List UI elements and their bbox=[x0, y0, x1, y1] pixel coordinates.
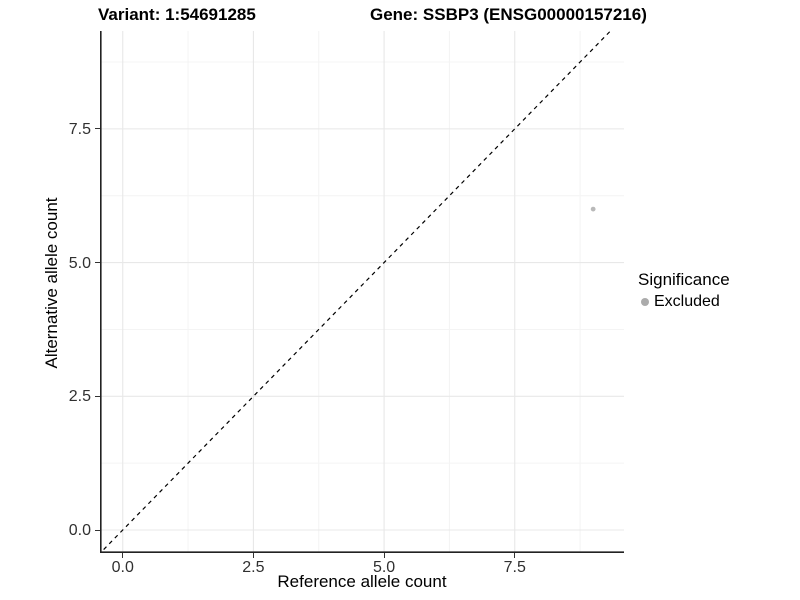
y-tick-mark bbox=[95, 262, 100, 264]
legend: Significance Excluded bbox=[638, 270, 730, 311]
y-tick-label: 2.5 bbox=[68, 388, 91, 406]
data-point bbox=[590, 206, 596, 212]
y-tick-label: 0.0 bbox=[68, 522, 91, 539]
legend-title: Significance bbox=[638, 270, 730, 289]
legend-point-icon bbox=[641, 298, 649, 306]
plot-panel bbox=[100, 31, 624, 553]
legend-entry-excluded: Excluded bbox=[638, 293, 730, 311]
x-tick-label: 2.5 bbox=[242, 559, 265, 576]
x-tick-mark bbox=[122, 553, 124, 558]
y-tick-label: 5.0 bbox=[68, 254, 91, 272]
y-tick-mark bbox=[95, 529, 100, 531]
x-tick-label: 5.0 bbox=[372, 559, 396, 576]
y-tick-mark bbox=[95, 128, 100, 130]
plot-title-variant: Variant: 1:54691285 bbox=[98, 5, 256, 24]
y-tick-mark bbox=[95, 395, 100, 397]
y-tick-label: 7.5 bbox=[68, 120, 91, 138]
x-tick-label: 7.5 bbox=[503, 559, 526, 576]
plot-canvas bbox=[100, 31, 624, 553]
x-axis-title: Reference allele count bbox=[277, 572, 447, 591]
plot-title-gene: Gene: SSBP3 (ENSG00000157216) bbox=[370, 5, 647, 24]
x-tick-label: 0.0 bbox=[111, 559, 134, 576]
legend-entry-label: Excluded bbox=[654, 293, 720, 310]
identity-line bbox=[100, 31, 612, 553]
x-tick-mark bbox=[514, 553, 516, 558]
x-tick-mark bbox=[252, 553, 254, 558]
x-tick-mark bbox=[383, 553, 385, 558]
y-axis-title: Alternative allele count bbox=[42, 197, 61, 369]
